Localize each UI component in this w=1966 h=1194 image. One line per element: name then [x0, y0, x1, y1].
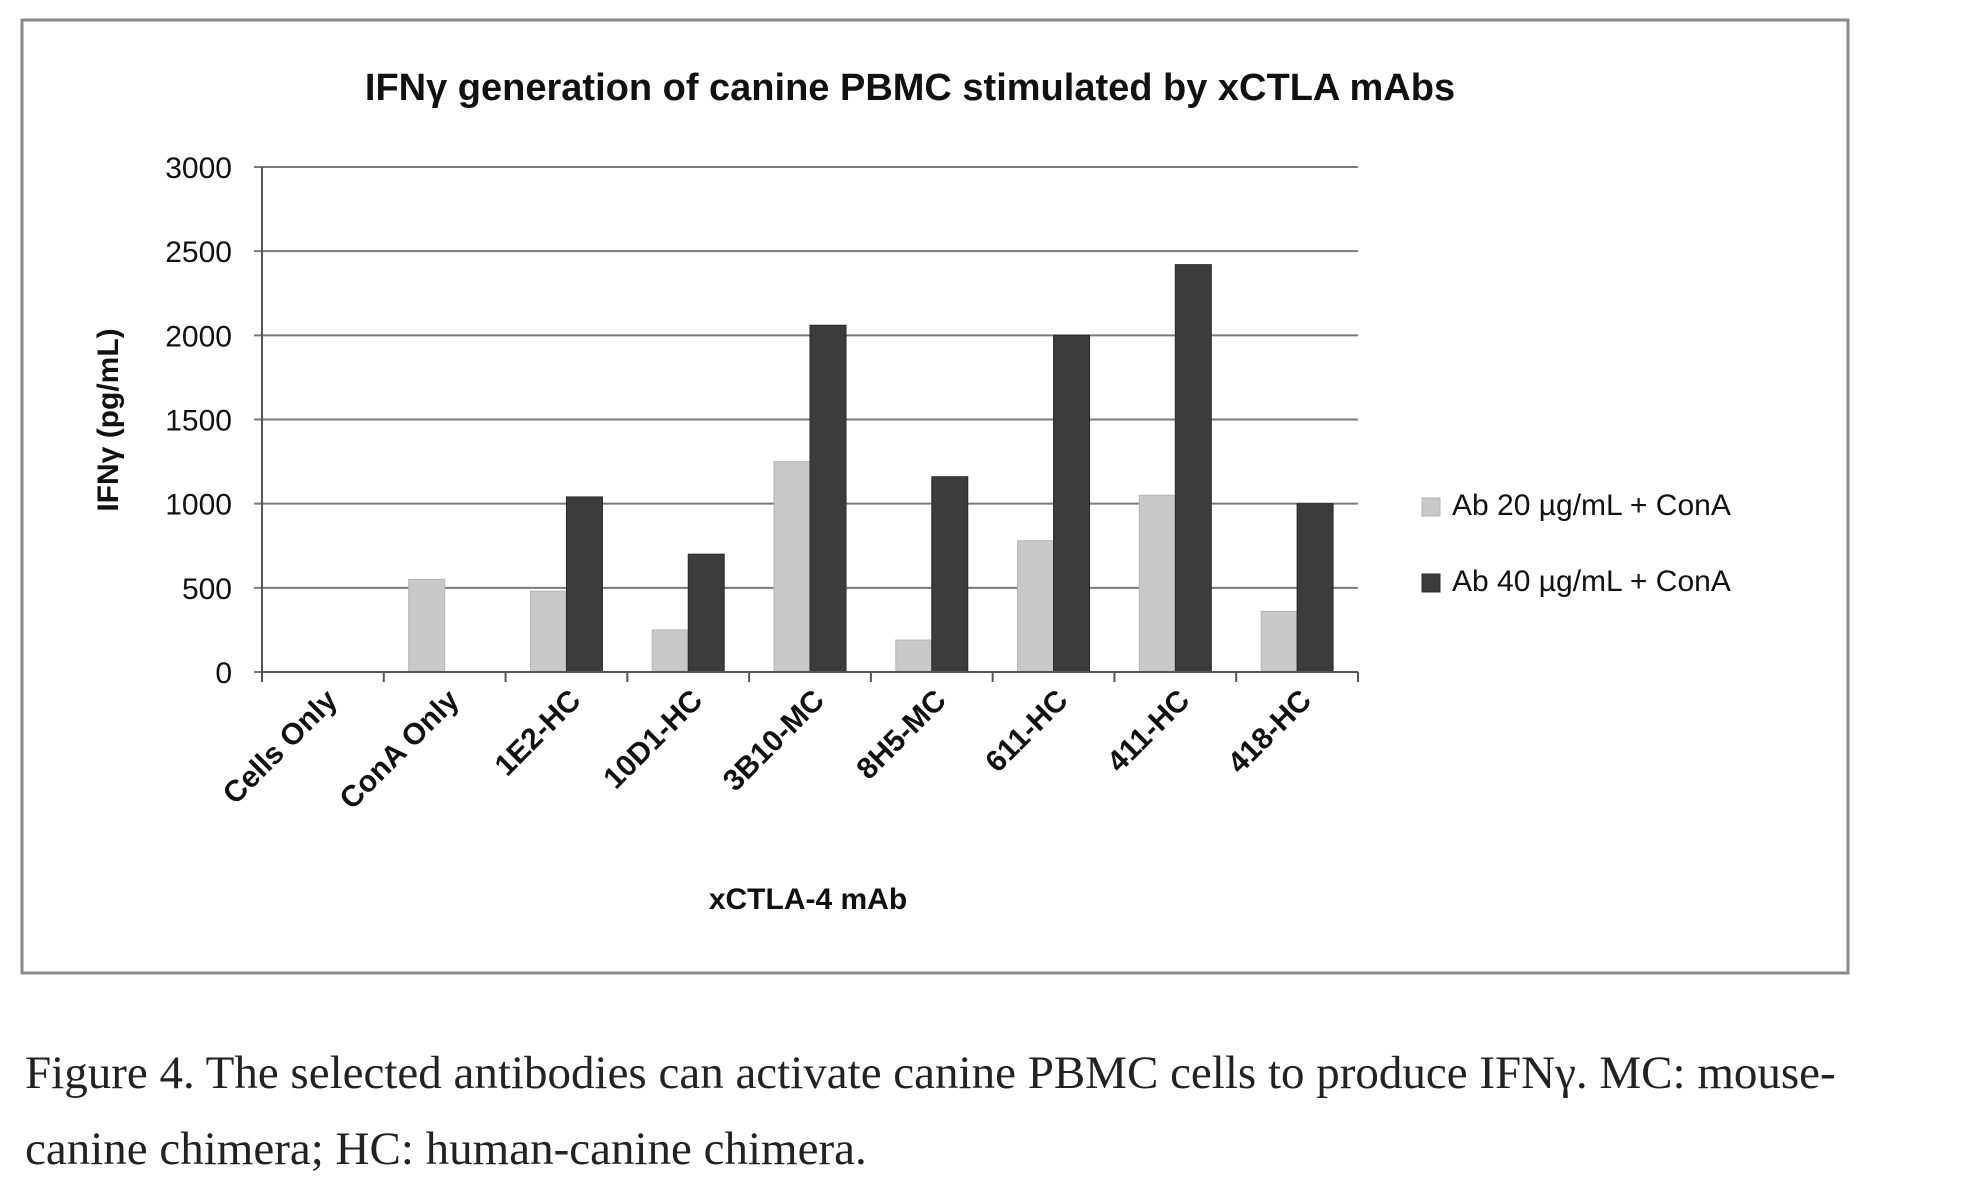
- bar-ab20: [1260, 610, 1298, 673]
- bar-ab40: [1174, 264, 1212, 673]
- bar-ab20: [895, 639, 933, 673]
- legend-label: Ab 40 µg/mL + ConA: [1452, 565, 1731, 598]
- y-tick-label: 2000: [165, 320, 232, 353]
- bar-ab20: [529, 590, 567, 673]
- bar-ab20: [408, 578, 446, 673]
- bar-ab40: [1296, 503, 1334, 673]
- y-tick-label: 3000: [165, 152, 232, 185]
- bar-ab40: [931, 476, 969, 673]
- bar-ab20: [773, 461, 811, 673]
- bar-ab20: [1017, 540, 1055, 673]
- y-tick-label: 500: [182, 573, 232, 606]
- legend-swatch: [1421, 497, 1441, 517]
- legend: Ab 20 µg/mL + ConA Ab 40 µg/mL + ConA: [1421, 489, 1731, 598]
- figure-caption: Figure 4. The selected antibodies can ac…: [25, 1047, 1836, 1175]
- bar-ab40: [565, 496, 603, 673]
- y-tick-label: 0: [215, 657, 232, 690]
- bar-ab40: [687, 553, 725, 673]
- y-tick-label: 1500: [165, 405, 232, 438]
- bar-ab40: [1053, 334, 1091, 673]
- legend-swatch: [1421, 573, 1441, 593]
- x-axis-label: xCTLA-4 mAb: [709, 883, 907, 916]
- chart-title: IFNγ generation of canine PBMC stimulate…: [365, 67, 1455, 109]
- y-tick-label: 2500: [165, 236, 232, 269]
- bars: [408, 264, 1334, 673]
- legend-label: Ab 20 µg/mL + ConA: [1452, 489, 1731, 522]
- bar-ab40: [809, 324, 847, 673]
- y-axis-label: IFNγ (pg/mL): [92, 328, 125, 511]
- bar-ab20: [651, 629, 689, 673]
- y-tick-label: 1000: [165, 489, 232, 522]
- bar-ab20: [1138, 494, 1176, 673]
